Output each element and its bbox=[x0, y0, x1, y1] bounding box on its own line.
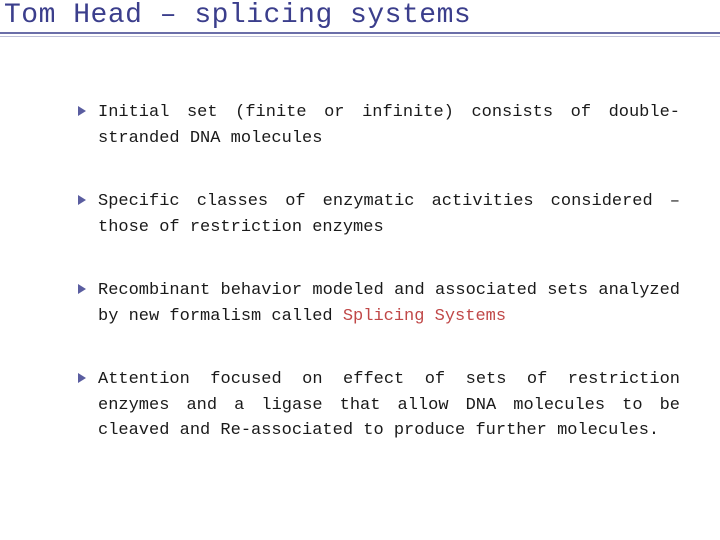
bullet-text: Recombinant behavior modeled and associa… bbox=[98, 281, 680, 326]
bullet-marker-icon bbox=[78, 284, 86, 294]
slide-title: Tom Head – splicing systems bbox=[4, 0, 471, 31]
bullet-marker-icon bbox=[78, 373, 86, 383]
body-text: Specific classes of enzymatic activities… bbox=[98, 192, 680, 237]
body-text: Initial set (finite or infinite) consist… bbox=[98, 103, 680, 148]
bullet-text: Initial set (finite or infinite) consist… bbox=[98, 103, 680, 148]
body-text: Attention focused on effect of sets of r… bbox=[98, 370, 680, 440]
bullet-text: Specific classes of enzymatic activities… bbox=[98, 192, 680, 237]
bullet-item: Attention focused on effect of sets of r… bbox=[78, 367, 680, 444]
title-region: Tom Head – splicing systems bbox=[0, 0, 720, 48]
bullet-marker-icon bbox=[78, 106, 86, 116]
content-area: Initial set (finite or infinite) consist… bbox=[78, 100, 680, 482]
bullet-item: Specific classes of enzymatic activities… bbox=[78, 189, 680, 240]
highlight-text: Splicing Systems bbox=[343, 307, 506, 326]
bullet-item: Recombinant behavior modeled and associa… bbox=[78, 278, 680, 329]
title-underline-primary bbox=[0, 32, 720, 34]
title-underline-secondary bbox=[0, 36, 720, 37]
bullet-item: Initial set (finite or infinite) consist… bbox=[78, 100, 680, 151]
bullet-marker-icon bbox=[78, 195, 86, 205]
bullet-text: Attention focused on effect of sets of r… bbox=[98, 370, 680, 440]
